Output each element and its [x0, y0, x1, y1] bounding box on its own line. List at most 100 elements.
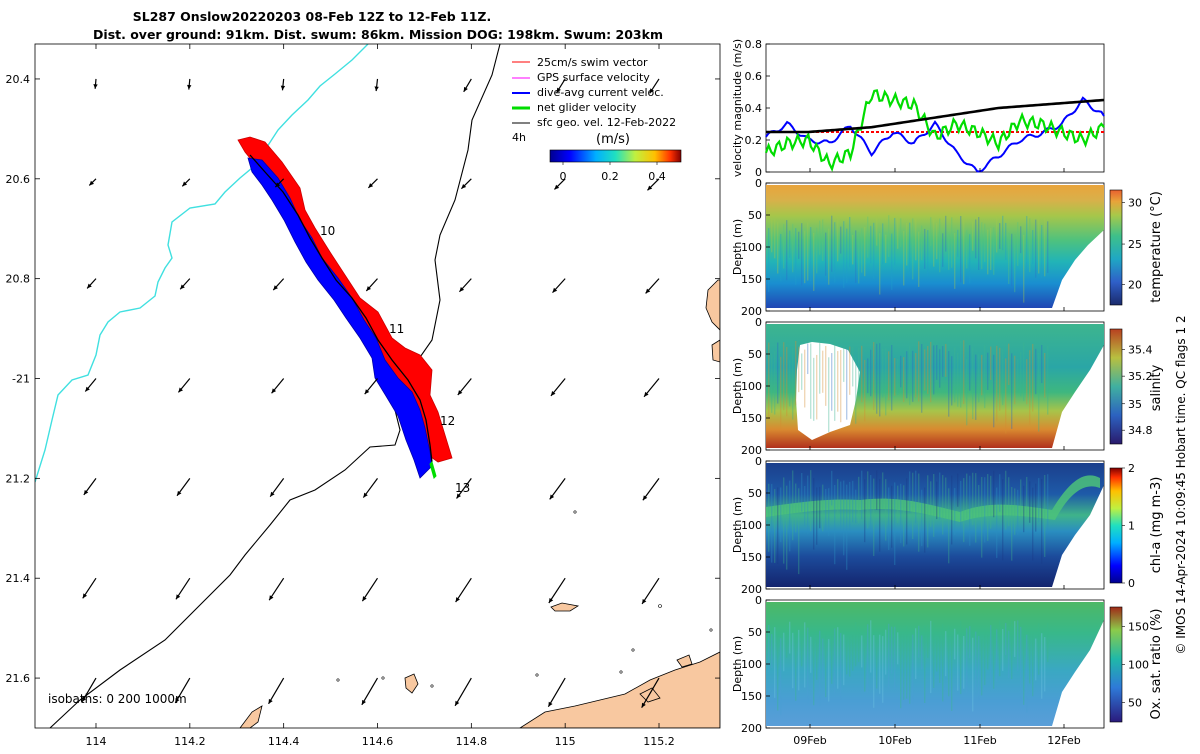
geo-arrow-head: [456, 493, 461, 499]
section-texture-stripe: [954, 628, 956, 660]
section-texture-stripe: [945, 477, 947, 521]
section-texture-stripe: [1014, 488, 1016, 535]
legend-label-current: dive-avg current veloc.: [537, 86, 664, 99]
depth-tick-label: 50: [748, 348, 762, 361]
chl-panel: 0 1 2 chl-a (mg m-3) Depth (m): [731, 460, 1164, 590]
section-texture-stripe: [840, 633, 842, 700]
chl-ylabel: Depth (m): [731, 497, 744, 553]
section-texture-stripe: [924, 228, 926, 269]
section-texture-stripe: [825, 232, 827, 276]
section-texture-stripe: [891, 485, 893, 548]
salinity-gap: [796, 342, 860, 440]
section-texture-stripe: [795, 340, 797, 406]
velocity-ticks: 0 0.2 0.4 0.6 0.8: [745, 38, 770, 179]
section-texture-stripe: [879, 634, 881, 694]
section-texture-stripe: [927, 475, 929, 548]
section-texture-stripe: [1026, 216, 1028, 273]
legend-label-swim: 25cm/s swim vector: [537, 56, 648, 69]
section-texture-stripe: [1023, 234, 1025, 303]
section-texture-stripe: [783, 632, 785, 672]
colorbar-tick-label: 35.4: [1128, 344, 1153, 357]
section-texture-stripe: [999, 223, 1001, 249]
geo-arrow-head: [363, 492, 368, 498]
section-texture-stripe: [795, 626, 797, 701]
section-texture-stripe: [891, 233, 893, 290]
section-texture-stripe: [915, 218, 917, 261]
section-texture-stripe: [852, 480, 854, 523]
section-texture-stripe: [894, 358, 896, 396]
section-texture-stripe: [960, 480, 962, 531]
depth-tick-label: 50: [748, 626, 762, 639]
section-texture-stripe: [921, 225, 923, 261]
section-texture-stripe: [978, 354, 980, 403]
section-texture-stripe: [792, 470, 794, 541]
section-texture-stripe: [810, 636, 812, 673]
section-texture-stripe: [858, 476, 860, 524]
section-texture-stripe: [789, 230, 791, 258]
salinity-colorbar-label: salinity: [1149, 364, 1164, 411]
section-texture-stripe: [897, 358, 899, 395]
map-title-line1: SL287 Onslow20220203 08-Feb 12Z to 12-Fe…: [133, 9, 491, 24]
section-texture-stripe: [810, 470, 812, 532]
section-texture-stripe: [1020, 479, 1022, 517]
isobath-black: [49, 44, 501, 728]
geo-arrow-head: [178, 387, 183, 393]
island: [404, 673, 419, 694]
section-texture-stripe: [996, 216, 998, 253]
section-texture-stripe: [1035, 483, 1037, 532]
section-texture-stripe: [816, 639, 818, 680]
section-texture-stripe: [792, 632, 794, 689]
section-texture-stripe: [966, 229, 968, 269]
section-texture-stripe: [897, 216, 899, 249]
section-texture-stripe: [978, 217, 980, 270]
salinity-panel: 34.8 35 35.2 35.4 salinity Depth (m): [731, 321, 1164, 451]
section-texture-stripe: [1044, 217, 1046, 277]
depth-tick-label: 0: [755, 455, 762, 468]
oxygen-colorbar-label: Ox. sat. ratio (%): [1149, 609, 1164, 720]
section-texture-stripe: [864, 479, 866, 543]
geo-arrow: [641, 677, 660, 708]
section-texture-stripe: [822, 484, 824, 532]
section-texture-stripe: [927, 624, 929, 658]
section-texture-stripe: [810, 227, 812, 282]
section-texture-stripe: [1014, 621, 1016, 657]
geo-arrow-head: [455, 597, 460, 603]
section-texture-stripe: [1029, 218, 1031, 273]
section-texture-stripe: [795, 228, 797, 285]
depth-tick-label: 100: [741, 658, 762, 671]
day-label-11: 11: [389, 322, 404, 336]
section-texture-stripe: [855, 357, 857, 424]
map-panel: 10 11 12 13 isobaths: 0 200 1000m 114 114…: [6, 43, 721, 748]
section-texture-stripe: [1011, 487, 1013, 561]
geo-arrow: [642, 478, 660, 501]
section-texture-stripe: [834, 628, 836, 694]
section-texture-stripe: [855, 489, 857, 524]
section-texture-stripe: [909, 222, 911, 276]
section-texture-stripe: [801, 223, 803, 286]
section-texture-stripe: [828, 228, 830, 285]
section-texture-stripe: [1026, 634, 1028, 713]
section-texture-stripe: [969, 626, 971, 659]
section-texture-stripe: [987, 635, 989, 670]
section-texture-stripe: [990, 475, 992, 529]
geo-arrow-head: [461, 183, 467, 189]
section-texture-stripe: [915, 470, 917, 524]
velocity-panel: 0 0.2 0.4 0.6 0.8 velocity magnitude (m/s): [731, 38, 1105, 179]
section-texture-stripe: [858, 347, 860, 396]
section-texture-stripe: [894, 482, 896, 565]
section-texture-stripe: [831, 470, 833, 506]
section-texture-stripe: [849, 346, 851, 395]
legend-item-gps: GPS surface velocity: [512, 71, 650, 84]
section-texture-stripe: [909, 471, 911, 514]
depth-tick-label: 50: [748, 209, 762, 222]
isobath-cyan: [35, 44, 369, 483]
section-texture-stripe: [1011, 353, 1013, 429]
section-texture-stripe: [993, 227, 995, 275]
geo-arrow-head: [374, 86, 379, 92]
section-texture-stripe: [777, 487, 779, 564]
section-texture-stripe: [1035, 348, 1037, 395]
section-texture-stripe: [912, 218, 914, 280]
section-texture-stripe: [1047, 345, 1049, 415]
legend-item-glider: net glider velocity: [512, 101, 637, 114]
section-texture-stripe: [792, 223, 794, 273]
